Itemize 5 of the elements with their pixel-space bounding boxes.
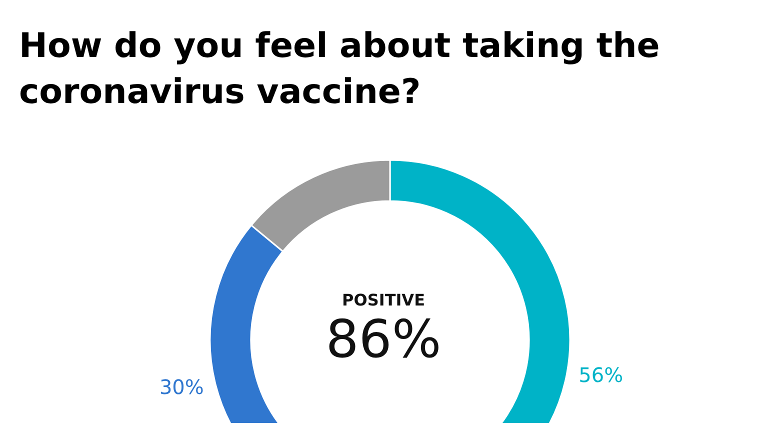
- data-label: 56%: [578, 363, 624, 388]
- text: 86%: [326, 310, 442, 370]
- data-label: 30%: [159, 374, 204, 399]
- text: POSITIVE: [342, 290, 425, 310]
- chart-title: How do you feel about taking the coronavirus vaccine?: [19, 26, 672, 112]
